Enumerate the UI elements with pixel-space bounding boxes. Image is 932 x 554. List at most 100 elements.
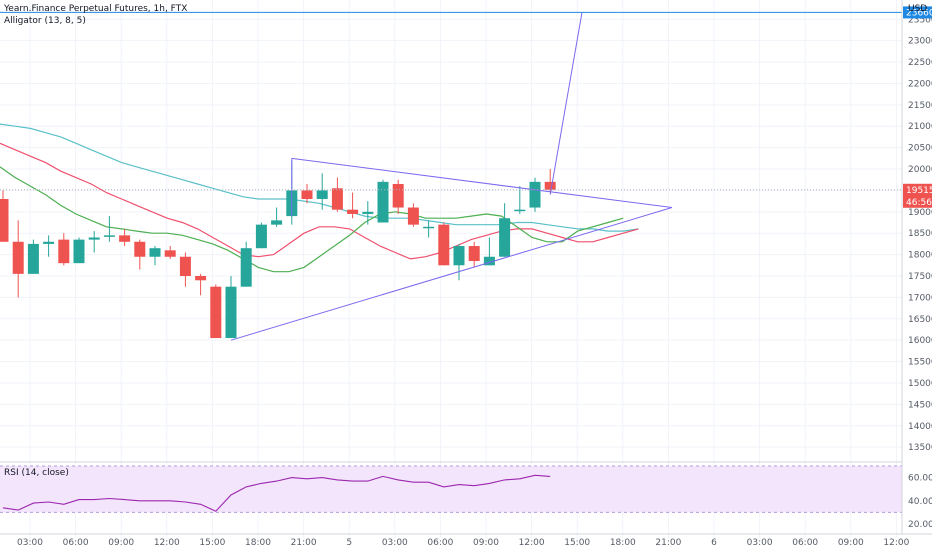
candle[interactable] bbox=[195, 273, 207, 296]
price-tick-label: 21500 bbox=[908, 101, 932, 111]
candle[interactable] bbox=[179, 252, 191, 287]
price-tick-label: 22000 bbox=[908, 79, 932, 89]
time-tick-label: 18:00 bbox=[610, 538, 636, 548]
candle[interactable] bbox=[438, 222, 450, 266]
price-tick-label: 18500 bbox=[908, 229, 932, 239]
candle[interactable] bbox=[362, 201, 374, 225]
candle[interactable] bbox=[58, 233, 70, 266]
candle[interactable] bbox=[377, 179, 389, 223]
candle-body[interactable] bbox=[347, 209, 359, 214]
candle-body[interactable] bbox=[27, 243, 39, 274]
candle[interactable] bbox=[0, 190, 9, 242]
last-price-text: 19515 bbox=[906, 186, 932, 196]
candle-body[interactable] bbox=[453, 246, 465, 266]
candle-body[interactable] bbox=[316, 190, 328, 199]
projection-line[interactable] bbox=[549, 12, 583, 195]
candle[interactable] bbox=[103, 216, 115, 242]
candle-body[interactable] bbox=[119, 235, 131, 242]
candle[interactable] bbox=[149, 246, 161, 266]
candle-body[interactable] bbox=[377, 181, 389, 223]
drawing-lines[interactable] bbox=[0, 11, 902, 341]
candle-body[interactable] bbox=[103, 235, 115, 237]
candle-body[interactable] bbox=[362, 211, 374, 214]
candle[interactable] bbox=[499, 203, 511, 257]
candle[interactable] bbox=[392, 179, 404, 214]
candle[interactable] bbox=[164, 246, 176, 259]
candle-body[interactable] bbox=[438, 224, 450, 266]
indicator-label[interactable]: Alligator (13, 8, 5) bbox=[4, 16, 86, 26]
price-tick-label: 23000 bbox=[908, 37, 932, 47]
price-tick-label: 20000 bbox=[908, 165, 932, 175]
candle-body[interactable] bbox=[43, 241, 55, 244]
candle-body[interactable] bbox=[514, 209, 526, 212]
time-tick-label: 06:00 bbox=[427, 538, 453, 548]
candle[interactable] bbox=[468, 241, 480, 268]
candle[interactable] bbox=[544, 169, 556, 193]
candle-body[interactable] bbox=[255, 224, 267, 249]
candle-body[interactable] bbox=[134, 241, 146, 257]
candle[interactable] bbox=[453, 243, 465, 281]
candle-body[interactable] bbox=[407, 207, 419, 225]
price-tick-label: 15500 bbox=[908, 358, 932, 368]
candle[interactable] bbox=[225, 276, 237, 339]
candle-body[interactable] bbox=[271, 220, 283, 225]
candle[interactable] bbox=[240, 241, 252, 287]
candle[interactable] bbox=[73, 237, 85, 264]
candle[interactable] bbox=[134, 239, 146, 270]
candle-body[interactable] bbox=[210, 286, 222, 339]
candle[interactable] bbox=[12, 220, 24, 298]
candle-body[interactable] bbox=[499, 218, 511, 257]
candle-body[interactable] bbox=[179, 256, 191, 276]
candle-body[interactable] bbox=[331, 188, 343, 210]
candle-body[interactable] bbox=[544, 181, 556, 190]
candle-body[interactable] bbox=[423, 226, 435, 229]
candle[interactable] bbox=[529, 177, 541, 212]
price-tick-label: 17500 bbox=[908, 272, 932, 282]
alligator-teeth-line bbox=[0, 142, 639, 260]
candle[interactable] bbox=[119, 228, 131, 247]
candle[interactable] bbox=[88, 231, 100, 253]
candle-body[interactable] bbox=[164, 250, 176, 257]
candle[interactable] bbox=[407, 203, 419, 227]
candle[interactable] bbox=[331, 177, 343, 212]
candle-body[interactable] bbox=[195, 276, 207, 281]
candle-body[interactable] bbox=[73, 239, 85, 264]
price-tick-label: 14500 bbox=[908, 400, 932, 410]
candle[interactable] bbox=[271, 207, 283, 227]
time-tick-label: 15:00 bbox=[199, 538, 225, 548]
rsi-label[interactable]: RSI (14, close) bbox=[4, 468, 69, 478]
candle-body[interactable] bbox=[468, 246, 480, 262]
candle-body[interactable] bbox=[149, 248, 161, 257]
triangle-lower-line[interactable] bbox=[230, 207, 673, 341]
candle-body[interactable] bbox=[301, 190, 313, 199]
candle-body[interactable] bbox=[529, 181, 541, 208]
candle[interactable] bbox=[301, 184, 313, 204]
candle[interactable] bbox=[255, 222, 267, 249]
rsi-line-group bbox=[2, 474, 551, 512]
hline-price-text: 23660 bbox=[906, 8, 932, 18]
candle-body[interactable] bbox=[88, 237, 100, 240]
candle[interactable] bbox=[347, 192, 359, 219]
time-tick-label: 03:00 bbox=[382, 538, 408, 548]
candle[interactable] bbox=[483, 237, 495, 266]
candle-body[interactable] bbox=[0, 198, 9, 242]
candle[interactable] bbox=[27, 239, 39, 274]
candle[interactable] bbox=[316, 173, 328, 210]
candle[interactable] bbox=[423, 220, 435, 238]
time-tick-label: 09:00 bbox=[473, 538, 499, 548]
candle-body[interactable] bbox=[392, 184, 404, 208]
candle-body[interactable] bbox=[240, 248, 252, 287]
chart-title: Yearn.Finance Perpetual Futures, 1h, FTX bbox=[4, 4, 188, 14]
candle[interactable] bbox=[43, 235, 55, 257]
candle-body[interactable] bbox=[225, 286, 237, 339]
triangle-upper-line[interactable] bbox=[291, 157, 673, 209]
candle-body[interactable] bbox=[58, 239, 70, 264]
candle-body[interactable] bbox=[12, 241, 24, 274]
time-tick-label: 09:00 bbox=[108, 538, 134, 548]
candle-body[interactable] bbox=[483, 256, 495, 266]
candle[interactable] bbox=[210, 284, 222, 339]
candle[interactable] bbox=[514, 186, 526, 214]
